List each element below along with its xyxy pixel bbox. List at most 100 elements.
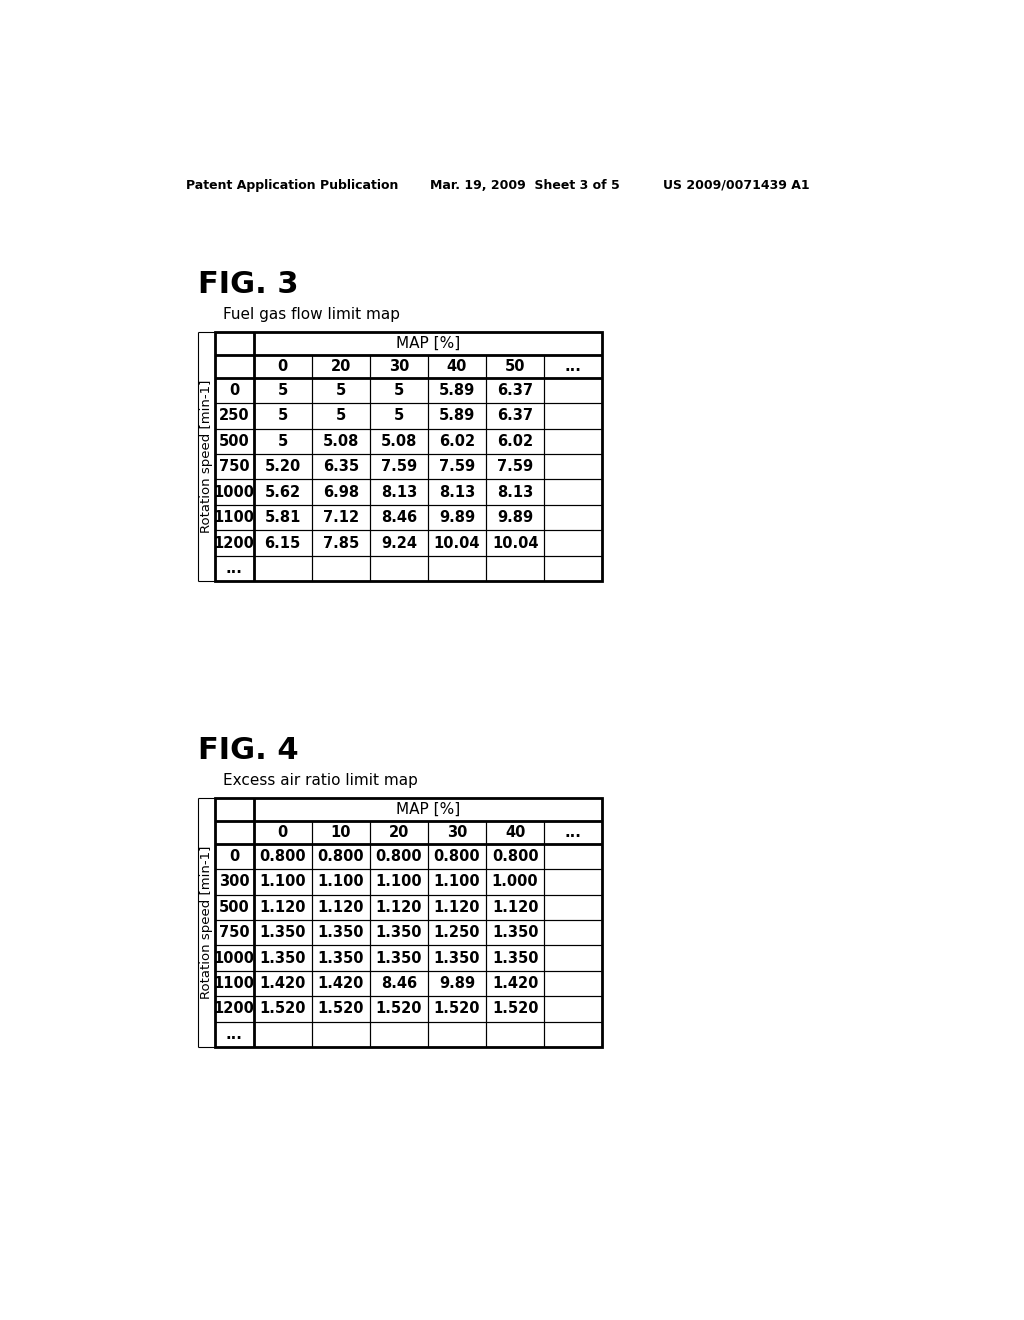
Text: 1.120: 1.120 <box>376 900 422 915</box>
Text: 7.59: 7.59 <box>439 459 475 474</box>
Bar <box>428 378 486 404</box>
Text: 1.100: 1.100 <box>434 874 480 890</box>
Text: 1.120: 1.120 <box>492 900 539 915</box>
Text: 1.350: 1.350 <box>492 925 539 940</box>
Bar <box>370 429 428 454</box>
Text: 5: 5 <box>336 408 346 424</box>
Text: 1.520: 1.520 <box>434 1002 480 1016</box>
Bar <box>370 479 428 506</box>
Bar <box>544 404 602 429</box>
Text: 1.100: 1.100 <box>317 874 365 890</box>
Bar <box>215 429 254 454</box>
Bar <box>215 479 254 506</box>
Bar <box>370 895 428 920</box>
Bar <box>544 355 602 378</box>
Bar <box>428 355 486 378</box>
Bar <box>486 869 544 895</box>
Bar <box>215 531 254 556</box>
Bar <box>254 531 311 556</box>
Text: 10.04: 10.04 <box>492 536 539 550</box>
Text: 1.420: 1.420 <box>492 975 539 991</box>
Text: ...: ... <box>565 359 582 374</box>
Bar <box>486 506 544 531</box>
Text: 5.08: 5.08 <box>323 434 359 449</box>
Bar <box>428 1022 486 1047</box>
Bar <box>428 531 486 556</box>
Bar <box>215 920 254 945</box>
Bar <box>215 997 254 1022</box>
Bar <box>370 821 428 843</box>
Text: 1.350: 1.350 <box>376 925 422 940</box>
Bar <box>215 1022 254 1047</box>
Bar <box>215 556 254 581</box>
Bar <box>254 821 311 843</box>
Text: 5.62: 5.62 <box>264 484 301 500</box>
Bar <box>544 454 602 479</box>
Text: 40: 40 <box>505 825 525 840</box>
Text: 30: 30 <box>389 359 409 374</box>
Text: 0.800: 0.800 <box>259 849 306 863</box>
Bar <box>428 997 486 1022</box>
Bar <box>311 821 370 843</box>
Text: Excess air ratio limit map: Excess air ratio limit map <box>222 774 418 788</box>
Text: ...: ... <box>565 825 582 840</box>
Text: Patent Application Publication: Patent Application Publication <box>186 178 398 191</box>
Bar <box>486 920 544 945</box>
Text: 1100: 1100 <box>214 510 255 525</box>
Bar <box>254 556 311 581</box>
Bar <box>544 531 602 556</box>
Bar <box>215 945 254 970</box>
Text: 8.13: 8.13 <box>439 484 475 500</box>
Bar <box>370 997 428 1022</box>
Bar <box>370 970 428 997</box>
Text: 8.13: 8.13 <box>497 484 534 500</box>
Bar <box>428 506 486 531</box>
Text: ...: ... <box>225 561 243 576</box>
Text: 5: 5 <box>278 383 288 399</box>
Bar <box>215 895 254 920</box>
Bar <box>215 404 254 429</box>
Text: 5.89: 5.89 <box>439 408 475 424</box>
Bar <box>311 454 370 479</box>
Text: 1.520: 1.520 <box>259 1002 306 1016</box>
Text: Mar. 19, 2009  Sheet 3 of 5: Mar. 19, 2009 Sheet 3 of 5 <box>430 178 620 191</box>
Bar <box>254 970 311 997</box>
Bar <box>254 506 311 531</box>
Bar <box>486 556 544 581</box>
Text: 5.81: 5.81 <box>264 510 301 525</box>
Bar <box>311 920 370 945</box>
Bar <box>311 404 370 429</box>
Text: 1200: 1200 <box>214 1002 255 1016</box>
Bar <box>370 378 428 404</box>
Bar <box>428 454 486 479</box>
Bar <box>370 355 428 378</box>
Text: 8.46: 8.46 <box>381 975 417 991</box>
Text: 1.350: 1.350 <box>492 950 539 965</box>
Text: 6.35: 6.35 <box>323 459 358 474</box>
Bar <box>254 1022 311 1047</box>
Bar <box>544 920 602 945</box>
Bar <box>486 454 544 479</box>
Bar <box>370 454 428 479</box>
Text: 300: 300 <box>219 874 250 890</box>
Bar <box>215 454 254 479</box>
Bar <box>486 997 544 1022</box>
Bar <box>254 404 311 429</box>
Text: 750: 750 <box>219 459 250 474</box>
Bar <box>486 404 544 429</box>
Bar <box>370 945 428 970</box>
Text: 1.350: 1.350 <box>317 950 364 965</box>
Bar <box>311 355 370 378</box>
Bar <box>486 378 544 404</box>
Bar <box>311 997 370 1022</box>
Bar <box>486 1022 544 1047</box>
Bar <box>254 920 311 945</box>
Bar <box>254 797 602 821</box>
Text: 0: 0 <box>229 383 240 399</box>
Text: 6.37: 6.37 <box>497 383 534 399</box>
Text: 1.100: 1.100 <box>259 874 306 890</box>
Bar <box>311 531 370 556</box>
Text: 6.02: 6.02 <box>497 434 534 449</box>
Bar <box>311 429 370 454</box>
Bar <box>311 378 370 404</box>
